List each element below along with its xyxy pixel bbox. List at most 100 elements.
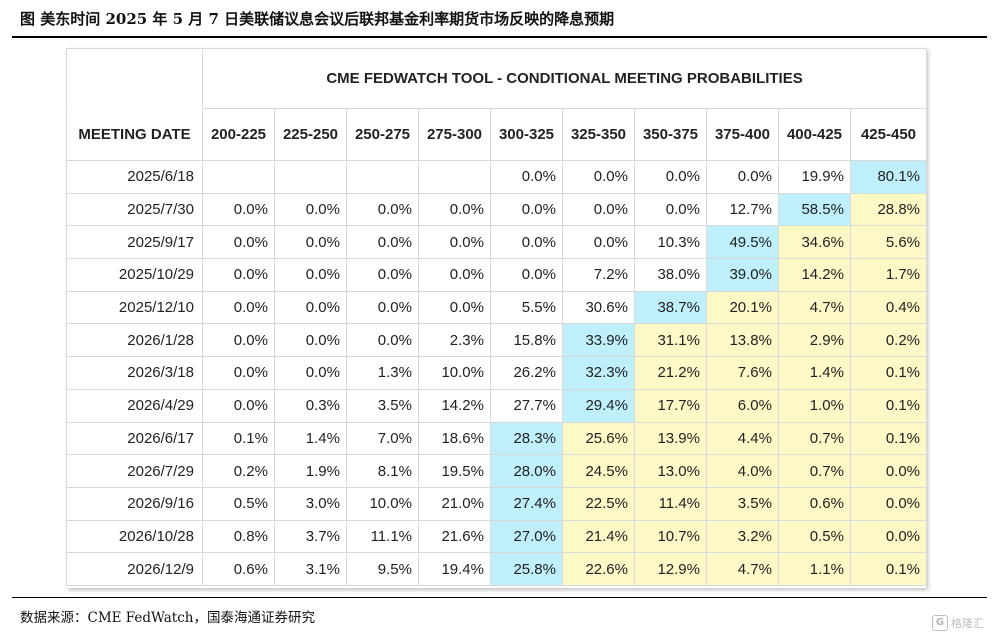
probability-cell: 0.7% (778, 421, 851, 456)
probability-cell: 9.5% (346, 552, 419, 586)
probability-cell: 0.0% (418, 225, 491, 260)
probability-cell: 3.0% (274, 486, 347, 521)
probability-cell: 32.3% (562, 356, 635, 390)
probability-cell (202, 160, 275, 194)
probability-cell: 21.2% (634, 356, 707, 390)
probability-cell: 29.4% (562, 388, 635, 423)
column-header-275-300: 275-300 (418, 108, 491, 161)
table-row: 2026/12/9 0.6% 3.1% 9.5% 19.4% 25.8% 22.6% 12.9… (66, 552, 928, 586)
column-header-325-350: 325-350 (562, 108, 635, 161)
probability-cell: 0.7% (778, 454, 851, 488)
table-row: 2026/4/29 0.0% 0.3% 3.5% 14.2% 27.7% 29.4% 17.7… (66, 388, 928, 423)
probability-cell: 5.6% (849, 225, 928, 260)
probability-cell: 0.0% (202, 192, 275, 227)
probability-cell: 3.2% (706, 519, 779, 554)
probability-cell: 10.7% (634, 519, 707, 554)
meeting-date-cell: 2025/6/18 (66, 160, 203, 194)
probability-cell: 31.1% (634, 323, 707, 358)
meeting-date-cell: 2026/3/18 (66, 356, 203, 390)
probability-cell: 80.1% (849, 160, 928, 194)
table-row: 2025/6/18 0.0% 0.0% 0.0% 0.0% 19.9% 80.1% (66, 160, 928, 194)
probability-cell: 0.0% (849, 519, 928, 554)
probability-cell: 0.0% (849, 454, 928, 488)
probability-cell: 13.9% (634, 421, 707, 456)
probability-cell: 33.9% (562, 323, 635, 358)
probability-cell: 0.8% (202, 519, 275, 554)
probability-cell: 0.0% (490, 192, 563, 227)
probability-cell: 0.0% (490, 160, 563, 194)
table-row: 2025/12/10 0.0% 0.0% 0.0% 0.0% 5.5% 30.6% 38.7%… (66, 290, 928, 325)
table-row: 2026/9/16 0.5% 3.0% 10.0% 21.0% 27.4% 22.5% 11.… (66, 486, 928, 521)
probability-cell: 0.0% (634, 192, 707, 227)
probability-cell: 0.0% (849, 486, 928, 521)
probability-cell: 3.7% (274, 519, 347, 554)
source-note: 数据来源：CME FedWatch，国泰海通证券研究 (20, 610, 315, 626)
probability-cell: 38.7% (634, 290, 707, 325)
watermark-logo: G 格隆汇 (932, 612, 988, 634)
column-header-row: MEETING DATE 200-225 225-250 250-275 275-30… (66, 108, 928, 161)
probability-cell (418, 160, 491, 194)
probability-cell: 10.0% (346, 486, 419, 521)
probability-cell: 0.0% (346, 323, 419, 358)
probability-cell: 7.2% (562, 258, 635, 292)
table-row: 2025/7/30 0.0% 0.0% 0.0% 0.0% 0.0% 0.0% 0.0% 12.… (66, 192, 928, 227)
probability-cell: 4.4% (706, 421, 779, 456)
probability-cell: 0.1% (849, 388, 928, 423)
top-rule (12, 36, 987, 38)
probability-cell: 28.3% (490, 421, 563, 456)
probability-cell: 0.5% (778, 519, 851, 554)
probability-cell: 3.1% (274, 552, 347, 586)
probability-cell: 12.7% (706, 192, 779, 227)
table-row: 2026/6/17 0.1% 1.4% 7.0% 18.6% 28.3% 25.6% 13.9… (66, 421, 928, 456)
probability-cell: 0.0% (490, 225, 563, 260)
probability-cell: 27.7% (490, 388, 563, 423)
meeting-date-cell: 2026/7/29 (66, 454, 203, 488)
probability-cell: 22.6% (562, 552, 635, 586)
probability-cell: 22.5% (562, 486, 635, 521)
probability-cell: 4.7% (706, 552, 779, 586)
probability-cell: 28.0% (490, 454, 563, 488)
probability-cell: 1.4% (274, 421, 347, 456)
probability-cell: 0.0% (490, 258, 563, 292)
probability-cell: 0.1% (849, 421, 928, 456)
column-header-250-275: 250-275 (346, 108, 419, 161)
probability-cell: 0.0% (274, 192, 347, 227)
probability-cell: 5.5% (490, 290, 563, 325)
probability-cell: 1.3% (346, 356, 419, 390)
probability-cell: 0.0% (274, 258, 347, 292)
column-header-meeting-date: MEETING DATE (66, 108, 203, 161)
probability-cell: 0.6% (202, 552, 275, 586)
column-header-425-450: 425-450 (849, 108, 928, 161)
column-header-225-250: 225-250 (274, 108, 347, 161)
probability-cell: 8.1% (346, 454, 419, 488)
table-row: 2026/1/28 0.0% 0.0% 0.0% 2.3% 15.8% 33.9% 31.1%… (66, 323, 928, 358)
probability-cell: 34.6% (778, 225, 851, 260)
table-body: 2025/6/18 0.0% 0.0% 0.0% 0.0% 19.9% 80.1% 2025/… (66, 160, 928, 586)
probability-cell: 3.5% (346, 388, 419, 423)
probability-cell: 0.2% (849, 323, 928, 358)
probability-cell: 1.4% (778, 356, 851, 390)
probability-cell: 10.0% (418, 356, 491, 390)
probability-cell: 0.4% (849, 290, 928, 325)
probability-cell: 21.4% (562, 519, 635, 554)
table-row: 2026/7/29 0.2% 1.9% 8.1% 19.5% 28.0% 24.5% 13.0… (66, 454, 928, 488)
probability-cell: 0.0% (562, 225, 635, 260)
column-header-300-325: 300-325 (490, 108, 563, 161)
column-header-400-425: 400-425 (778, 108, 851, 161)
meeting-date-cell: 2026/10/28 (66, 519, 203, 554)
probability-cell: 10.3% (634, 225, 707, 260)
meeting-date-cell: 2026/1/28 (66, 323, 203, 358)
probability-cell: 0.0% (706, 160, 779, 194)
probability-cell: 19.4% (418, 552, 491, 586)
probability-cell: 38.0% (634, 258, 707, 292)
probability-cell: 12.9% (634, 552, 707, 586)
probability-cell: 18.6% (418, 421, 491, 456)
probability-cell: 3.5% (706, 486, 779, 521)
probability-cell: 49.5% (706, 225, 779, 260)
probability-cell: 0.0% (274, 356, 347, 390)
probability-cell: 0.0% (418, 258, 491, 292)
watermark-text: 格隆汇 (951, 617, 984, 630)
probability-cell: 21.0% (418, 486, 491, 521)
watermark-icon: G (932, 615, 948, 631)
probability-cell: 0.0% (634, 160, 707, 194)
